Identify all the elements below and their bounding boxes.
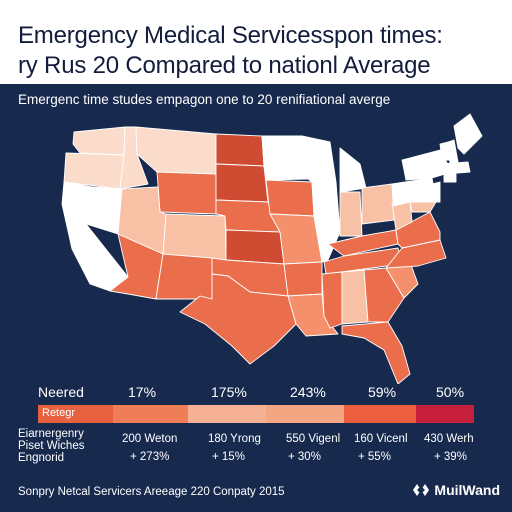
state-washington (72, 126, 126, 156)
legend-header: Neered (38, 384, 84, 400)
legend-color-bar (38, 405, 474, 423)
row-label: Engnorid (18, 452, 65, 464)
region-value: 200 Weton (122, 433, 178, 445)
state-nevada (85, 186, 123, 235)
legend-header: 243% (290, 384, 326, 400)
state-ohio (361, 183, 395, 225)
legend-header: 17% (128, 384, 157, 400)
legend-swatch (188, 405, 266, 423)
state-colorado (162, 213, 227, 261)
legend-header: 175% (211, 384, 247, 400)
legend-swatch (344, 405, 416, 423)
state-wyoming (156, 171, 217, 215)
legend-swatch (266, 405, 344, 423)
state-new-york (401, 149, 453, 181)
state-illinois (311, 181, 341, 263)
state-iowa (265, 179, 315, 217)
map-panel: Emergenc time studes empagon one to 20 r… (0, 84, 512, 512)
region-change: + 30% (288, 451, 321, 463)
legend-swatch (416, 405, 474, 423)
state-maryland (409, 201, 437, 213)
header: Emergency Medical Servicesspon times: ry… (0, 0, 512, 84)
state-massachusetts (441, 161, 471, 175)
state-michigan (339, 147, 367, 193)
legend-header: 50% (436, 384, 465, 400)
legend-swatch (113, 405, 188, 423)
state-texas (179, 273, 297, 365)
state-maine (453, 113, 483, 155)
region-change: + 55% (358, 451, 391, 463)
page-title: Emergency Medical Servicesspon times: (18, 22, 443, 49)
state-arkansas (283, 261, 323, 297)
state-kansas (225, 229, 285, 265)
brand-name: MuilWand (434, 482, 500, 498)
region-change: + 39% (434, 451, 467, 463)
state-south-dakota (215, 163, 269, 203)
legend-bar-label: Retegr (42, 407, 76, 419)
region-change: + 15% (212, 451, 245, 463)
state-indiana (339, 191, 363, 237)
state-north-dakota (215, 133, 265, 167)
legend-swatch (38, 405, 113, 423)
state-wisconsin (301, 135, 337, 183)
state-louisiana (287, 293, 339, 337)
brand: MuilWand (412, 482, 500, 498)
footer-source: Sonpry Netcal Servicers Areeage 220 Conp… (18, 486, 285, 498)
map-subtitle: Emergenc time studes empagon one to 20 r… (18, 92, 391, 107)
row-label: Eiarnergenry (18, 428, 84, 440)
state-mississippi (321, 271, 343, 329)
state-new-hampshire (447, 139, 459, 165)
state-minnesota (261, 135, 309, 181)
row-label: Piset Wiches (18, 440, 85, 452)
state-alabama (341, 269, 369, 325)
region-value: 550 Vigenl (286, 433, 341, 445)
state-montana (135, 126, 217, 175)
region-value: 430 Werh (424, 433, 474, 445)
us-state-map (61, 113, 483, 384)
state-connecticut (443, 173, 457, 183)
brand-logo-icon (413, 484, 430, 496)
region-change: + 273% (130, 451, 170, 463)
state-new-jersey (431, 181, 441, 203)
page-title-line2: ry Rus 20 Compared to nationl Average (18, 52, 431, 79)
state-florida (341, 321, 411, 384)
region-value: 180 Yrong (208, 433, 261, 445)
region-value: 160 Vicenl (354, 433, 408, 445)
legend-header: 59% (368, 384, 397, 400)
state-new-mexico (155, 253, 213, 300)
